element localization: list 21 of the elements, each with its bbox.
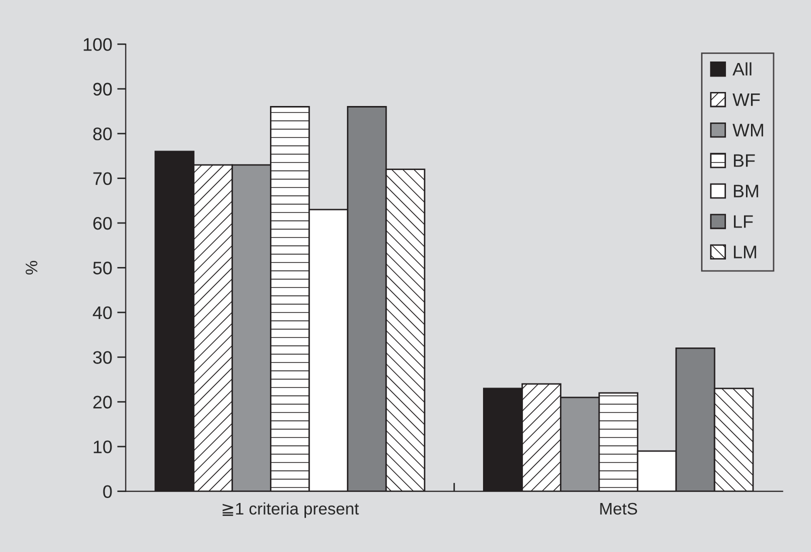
y-axis-title: %	[26, 260, 38, 275]
x-tick-label: ≧1 criteria present	[222, 502, 359, 518]
y-tick-label: 90	[93, 82, 112, 96]
y-tick-label: 60	[93, 216, 112, 230]
legend-label: LF	[734, 215, 753, 228]
x-tick-label: MetS	[600, 502, 638, 515]
y-tick-label: 20	[93, 396, 112, 409]
y-tick-label: 10	[94, 440, 112, 454]
y-tick-label: 30	[93, 351, 112, 364]
legend-label: WF	[732, 93, 760, 106]
y-tick-label: 50	[93, 262, 112, 274]
y-tick-label: 70	[93, 172, 112, 186]
y-tick-label: 100	[84, 38, 112, 51]
legend-label: BF	[734, 154, 755, 167]
legend-label: All	[732, 62, 752, 76]
legend-label: BM	[734, 184, 758, 198]
legend-label: LM	[734, 246, 756, 258]
y-tick-label: 80	[93, 128, 112, 140]
y-tick-label: 40	[92, 306, 112, 320]
legend-label: WM	[732, 124, 764, 136]
y-tick-label: 0	[103, 485, 112, 498]
